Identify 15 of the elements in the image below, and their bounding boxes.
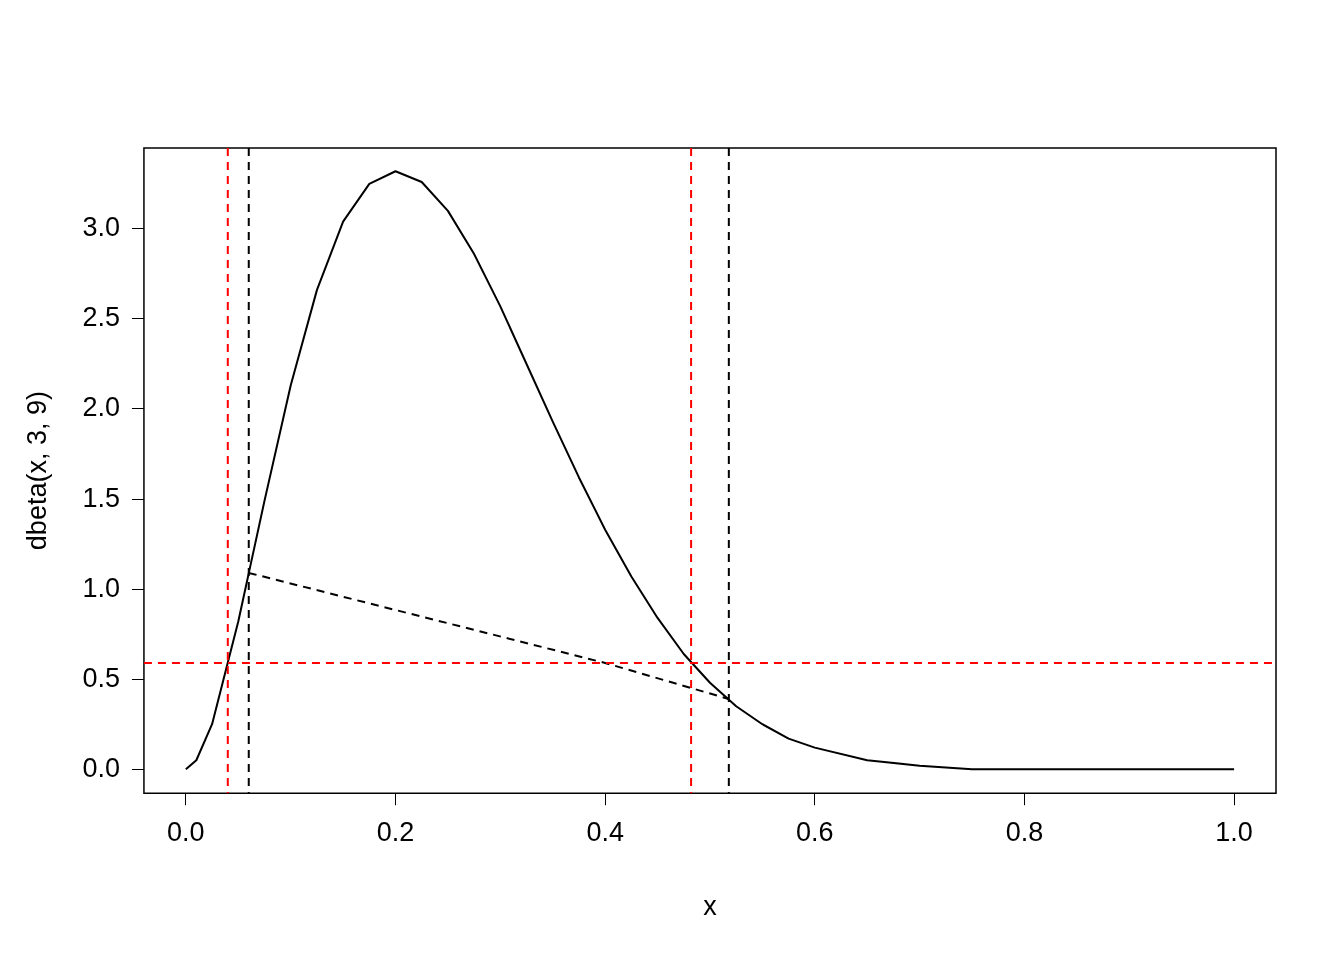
x-tick-label: 1.0 [1215,816,1253,847]
x-tick-label: 0.4 [586,816,624,847]
y-tick-label: 2.0 [82,392,120,423]
y-tick-label: 0.5 [82,662,120,693]
x-tick-label: 0.0 [167,816,205,847]
x-axis-title: x [703,891,718,922]
y-tick-label: 1.0 [82,572,120,603]
y-tick-label: 3.0 [82,212,120,243]
y-tick-label: 1.5 [82,482,120,513]
y-axis-title: dbeta(x, 3, 9) [21,391,52,551]
x-tick-label: 0.2 [376,816,415,847]
x-tick-label: 0.8 [1005,816,1044,847]
x-tick-label: 0.6 [796,816,834,847]
y-tick-label: 0.0 [82,752,120,783]
y-tick-label: 2.5 [82,302,120,333]
